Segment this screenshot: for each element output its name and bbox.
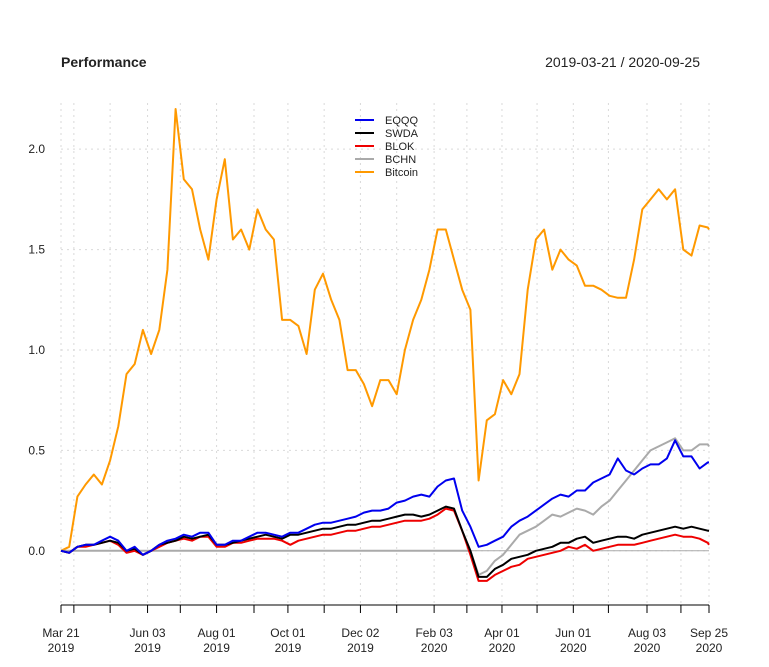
x-tick-label: Feb 03 — [415, 626, 453, 640]
legend-label-blok: BLOK — [385, 141, 415, 153]
x-tick-year: 2019 — [275, 641, 302, 655]
x-tick-year: 2020 — [489, 641, 516, 655]
x-tick-year: 2020 — [421, 641, 448, 655]
y-tick-label: 2.0 — [28, 142, 45, 156]
x-tick-label: Apr 01 — [484, 626, 520, 640]
x-tick-year: 2020 — [560, 641, 587, 655]
legend-label-bitcoin: Bitcoin — [385, 167, 418, 179]
date-range-label: 2019-03-21 / 2020-09-25 — [545, 54, 700, 70]
x-tick-label: Mar 21 — [42, 626, 80, 640]
x-tick-label: Jun 03 — [130, 626, 166, 640]
y-tick-label: 1.0 — [28, 343, 45, 357]
series-line-bchn — [61, 437, 710, 576]
legend-label-eqqq: EQQQ — [385, 115, 418, 127]
x-tick-label: Oct 01 — [270, 626, 306, 640]
x-tick-year: 2020 — [634, 641, 661, 655]
series-line-eqqq — [60, 439, 709, 556]
x-tick-label: Dec 02 — [341, 626, 379, 640]
y-axis: 0.0 0.5 1.0 1.5 2.0 — [28, 142, 45, 558]
series-lines — [60, 108, 710, 582]
y-tick-label: 0.0 — [28, 544, 45, 558]
x-tick-year: 2019 — [203, 641, 230, 655]
x-tick-label: Sep 25 — [690, 626, 728, 640]
x-tick-year: 2019 — [134, 641, 161, 655]
x-tick-year: 2019 — [48, 641, 75, 655]
x-tick-year: 2020 — [696, 641, 723, 655]
legend-label-swda: SWDA — [385, 128, 419, 140]
series-line-swda — [60, 505, 709, 578]
x-tick-label: Aug 03 — [628, 626, 666, 640]
x-tick-label: Jun 01 — [555, 626, 591, 640]
series-line-bitcoin — [60, 108, 710, 552]
y-tick-label: 0.5 — [28, 443, 45, 457]
y-tick-label: 1.5 — [28, 243, 45, 257]
legend-label-bchn: BCHN — [385, 154, 416, 166]
x-tick-year: 2019 — [347, 641, 374, 655]
chart-title: Performance — [61, 54, 147, 70]
x-tick-label: Aug 01 — [198, 626, 236, 640]
